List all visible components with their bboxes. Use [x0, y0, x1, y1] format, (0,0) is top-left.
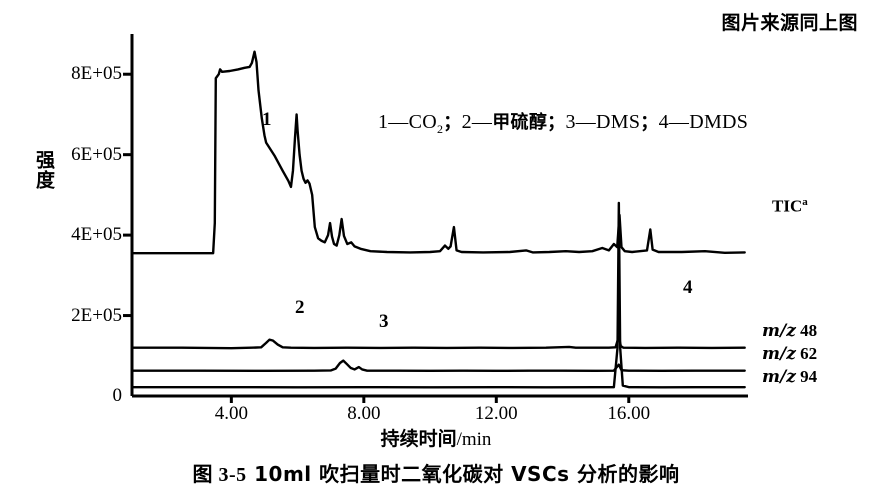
trace-m-z-94: [130, 201, 746, 389]
trace-m-z-62: [130, 359, 746, 373]
legend-item-2: 2—甲硫醇: [461, 111, 548, 133]
trace-m-z-48: [130, 335, 746, 350]
x-tick-label: 12.00: [474, 403, 518, 424]
figure-caption: 图 3-5 10ml 吹扫量时二氧化碳对 VSCs 分析的影响: [0, 458, 872, 487]
legend-sep-3: ；: [640, 112, 659, 133]
y-axis-label: 强度: [33, 150, 55, 190]
y-tick-text: 0: [112, 385, 123, 406]
mz-prefix: m/z: [762, 344, 796, 364]
peak-label-3: 3: [379, 311, 389, 332]
source-note: 图片来源同上图: [721, 12, 858, 34]
x-axis-label: 持续时间/min: [0, 424, 872, 451]
trace-label-mz-94: m/z 94: [762, 367, 818, 387]
mz-prefix: m/z: [762, 321, 796, 341]
trace-tic: [130, 50, 746, 255]
trace-paths: [130, 50, 746, 389]
footnote-marker: a: [802, 196, 808, 208]
y-tick-text: 8E+05: [71, 63, 122, 85]
legend-item-3: 3—DMS: [565, 111, 641, 133]
x-axis-unit: /min: [456, 429, 492, 450]
peak-label-1: 1: [262, 109, 272, 130]
trace-label-mz-48: m/z 48: [762, 321, 818, 341]
peak-label-2: 2: [295, 297, 305, 318]
x-axis-label-text: 持续时间: [380, 428, 457, 450]
x-tick-label: 8.00: [347, 403, 381, 424]
legend-sep-2: ；: [547, 112, 566, 133]
legend-item-4: 4—DMDS: [658, 111, 749, 133]
caption-number: 图 3-5: [192, 464, 247, 486]
tick-marks: [123, 72, 631, 403]
axes: [123, 34, 748, 403]
caption-text: 10ml 吹扫量时二氧化碳对 VSCs 分析的影响: [254, 462, 680, 486]
trace-label-tic: TICa: [772, 196, 808, 216]
mz-prefix: m/z: [762, 367, 796, 387]
y-tick-text: 2E+05: [71, 304, 122, 326]
x-tick-label: 16.00: [607, 403, 651, 424]
x-tick-label: 4.00: [214, 403, 248, 424]
y-tick-text: 4E+05: [71, 224, 122, 246]
y-tick-text: 6E+05: [71, 143, 122, 165]
peak-label-4: 4: [683, 277, 693, 298]
legend-item-1: 1—CO2: [378, 111, 444, 136]
trace-label-mz-62: m/z 62: [762, 344, 818, 364]
legend-sep-1: ；: [443, 112, 462, 133]
legend-text: 1—CO2；2—甲硫醇；3—DMS；4—DMDS: [378, 108, 748, 137]
